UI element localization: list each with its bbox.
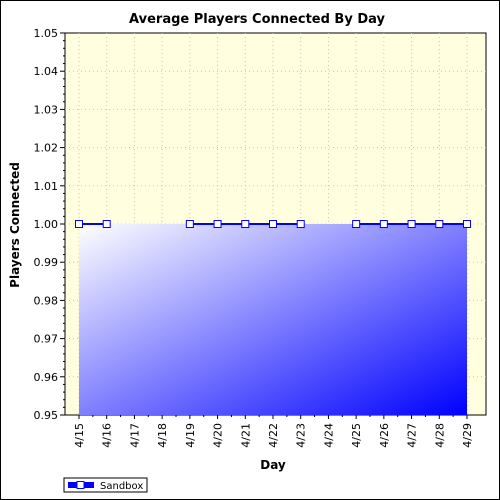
data-point-4-20 bbox=[213, 220, 222, 228]
y-tick-label: 1.02 bbox=[34, 142, 59, 155]
chart-title: Average Players Connected By Day bbox=[129, 12, 385, 27]
x-tick-label: 4/17 bbox=[128, 423, 141, 448]
data-point-4-27 bbox=[407, 220, 416, 228]
sandbox-points bbox=[75, 220, 471, 228]
y-tick-label: 1.00 bbox=[34, 218, 59, 231]
x-tick-label: 4/27 bbox=[406, 423, 419, 448]
data-point-4-21 bbox=[241, 220, 250, 228]
x-tick-label: 4/21 bbox=[239, 423, 252, 448]
data-point-4-23 bbox=[296, 220, 305, 228]
x-tick-label: 4/28 bbox=[433, 423, 446, 448]
y-tick-label: 0.98 bbox=[34, 294, 59, 307]
x-tick-label: 4/18 bbox=[156, 423, 169, 448]
x-tick-label: 4/16 bbox=[101, 423, 114, 448]
y-axis-label: Players Connected bbox=[8, 162, 22, 288]
data-point-4-28 bbox=[435, 220, 444, 228]
x-tick-label: 4/15 bbox=[73, 423, 86, 448]
x-axis-label: Day bbox=[260, 458, 286, 472]
x-tick-label: 4/22 bbox=[267, 423, 280, 448]
legend-box bbox=[63, 477, 148, 493]
legend-marker-icon bbox=[76, 481, 85, 489]
x-tick-label: 4/25 bbox=[350, 423, 363, 448]
data-point-4-22 bbox=[269, 220, 277, 228]
sandbox-area bbox=[79, 224, 467, 415]
x-tick-label: 4/20 bbox=[212, 423, 225, 448]
x-axis: 4/15 4/16 4/17 4/18 4/19 4/20 4/21 4/22 4/23 4/24… bbox=[73, 415, 474, 448]
y-tick-label: 1.01 bbox=[34, 180, 59, 193]
y-tick-label: 0.97 bbox=[34, 333, 59, 346]
data-point-4-15 bbox=[75, 220, 83, 228]
data-point-4-19 bbox=[185, 220, 194, 228]
y-tick-label: 0.96 bbox=[34, 371, 59, 384]
y-tick-label: 1.03 bbox=[34, 103, 59, 116]
x-tick-label: 4/26 bbox=[378, 423, 391, 448]
x-tick-label: 4/24 bbox=[322, 423, 335, 448]
data-point-4-29 bbox=[463, 220, 471, 228]
y-axis: 0.95 0.96 0.97 0.98 0.99 1.00 1.01 1.02 1.03 1.04… bbox=[34, 27, 65, 422]
x-tick-label: 4/23 bbox=[295, 423, 308, 448]
legend: Sandbox bbox=[63, 477, 148, 493]
y-tick-label: 1.05 bbox=[34, 27, 59, 40]
x-tick-label: 4/19 bbox=[184, 423, 197, 448]
y-tick-label: 1.04 bbox=[34, 65, 59, 78]
data-point-4-16 bbox=[102, 220, 111, 228]
x-tick-label: 4/29 bbox=[461, 423, 474, 448]
data-point-4-25 bbox=[352, 220, 361, 228]
y-tick-label: 0.99 bbox=[34, 256, 59, 269]
y-tick-label: 0.95 bbox=[34, 409, 59, 422]
data-point-4-26 bbox=[379, 220, 388, 228]
legend-label-sandbox: Sandbox bbox=[100, 481, 143, 492]
